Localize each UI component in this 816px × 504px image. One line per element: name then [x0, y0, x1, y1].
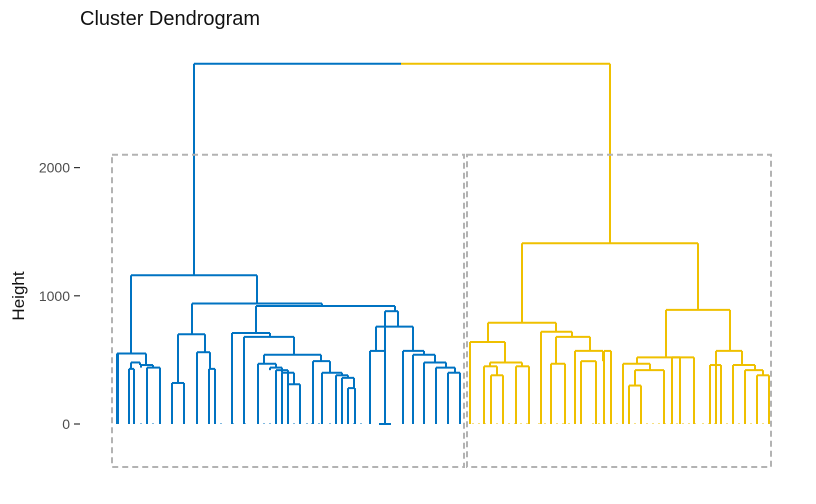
y-axis: 0 1000 2000 — [39, 160, 80, 432]
chart-title: Cluster Dendrogram — [80, 8, 261, 30]
y-tick-label-2000: 2000 — [39, 160, 70, 176]
tree-layer — [116, 62, 770, 425]
y-tick-label-0: 0 — [62, 416, 70, 432]
y-axis-label: Height — [9, 271, 28, 320]
cluster-box-2 — [466, 153, 772, 468]
cluster-boxes — [111, 153, 772, 468]
cluster-box-1 — [111, 153, 465, 468]
y-tick-label-1000: 1000 — [39, 288, 70, 304]
